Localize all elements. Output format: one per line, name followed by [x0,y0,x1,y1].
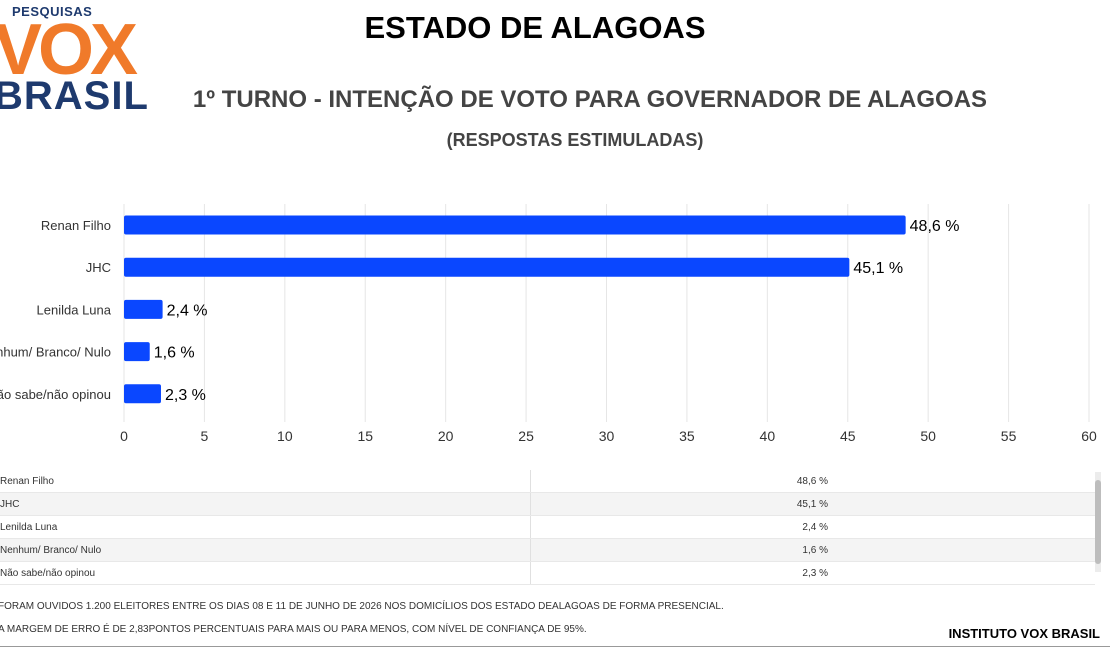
chart-subtitle: 1º TURNO - INTENÇÃO DE VOTO PARA GOVERNA… [192,86,988,113]
logo-brasil: BRASIL [0,74,149,118]
table-row-value: 2,4 % [802,522,828,533]
data-label: 48,6 % [910,218,960,235]
data-label: 2,3 % [165,387,206,404]
category-label: Renan Filho [41,218,111,233]
footer-brand: INSTITUTO VOX BRASIL [948,626,1100,641]
table-row: Nenhum/ Branco/ Nulo 1,6 % [0,539,1095,562]
x-tick-label: 40 [760,428,776,444]
x-tick-label: 35 [679,428,695,444]
table-row-value: 2,3 % [802,568,828,579]
table-row-value: 1,6 % [802,545,828,556]
table-row: Não sabe/não opinou 2,3 % [0,562,1095,585]
bar [124,342,150,362]
category-label: Lenilda Luna [37,302,112,317]
bottom-divider [0,646,1110,647]
x-tick-label: 50 [920,428,936,444]
x-tick-label: 55 [1001,428,1017,444]
data-table: Renan Filho 48,6 % JHC 45,1 % Lenilda Lu… [0,470,1095,585]
table-row-label: Nenhum/ Branco/ Nulo [0,545,102,556]
x-tick-label: 25 [518,428,534,444]
bar [124,215,906,235]
margin-of-error-note: A MARGEM DE ERRO É DE 2,83PONTOS PERCENT… [0,624,587,635]
logo-pesquisas: PESQUISAS [12,4,93,19]
table-row: Renan Filho 48,6 % [0,470,1095,493]
x-tick-label: 0 [120,428,128,444]
table-scrollbar[interactable] [1095,472,1101,572]
x-tick-label: 15 [357,428,373,444]
x-tick-label: 60 [1081,428,1097,444]
x-tick-label: 30 [599,428,615,444]
data-label: 1,6 % [154,345,195,362]
data-label: 2,4 % [167,302,208,319]
x-tick-label: 20 [438,428,454,444]
methodology-note: FORAM OUVIDOS 1.200 ELEITORES ENTRE OS D… [0,601,724,612]
category-label: Não sabe/não opinou [0,387,111,402]
chart-subtitle-2: (RESPOSTAS ESTIMULADAS) [446,130,704,150]
table-row-label: Lenilda Luna [0,522,58,533]
x-tick-label: 10 [277,428,293,444]
table-row-label: JHC [0,499,20,510]
bar [124,384,161,404]
table-row-label: Não sabe/não opinou [0,568,96,579]
vox-brasil-logo: PESQUISAS VOX BRASIL [0,0,148,120]
category-label: JHC [86,260,111,275]
table-row-label: Renan Filho [0,476,54,487]
bar [124,257,850,277]
category-label: Nenhum/ Branco/ Nulo [0,345,111,360]
table-row-value: 45,1 % [796,499,828,510]
table-row: JHC 45,1 % [0,493,1095,516]
bar-chart: 0 5 10 15 20 25 30 35 40 45 50 55 60 Renan Filho 48,6 … [0,204,1097,444]
x-tick-label: 45 [840,428,856,444]
x-tick-label: 5 [201,428,209,444]
table-row-value: 48,6 % [796,476,828,487]
table-row: Lenilda Luna 2,4 % [0,516,1095,539]
scrollbar-thumb[interactable] [1095,480,1101,564]
data-label: 45,1 % [853,260,903,277]
bar [124,299,163,319]
logo-vox: VOX [0,10,138,90]
page-title: ESTADO DE ALAGOAS [364,10,706,45]
